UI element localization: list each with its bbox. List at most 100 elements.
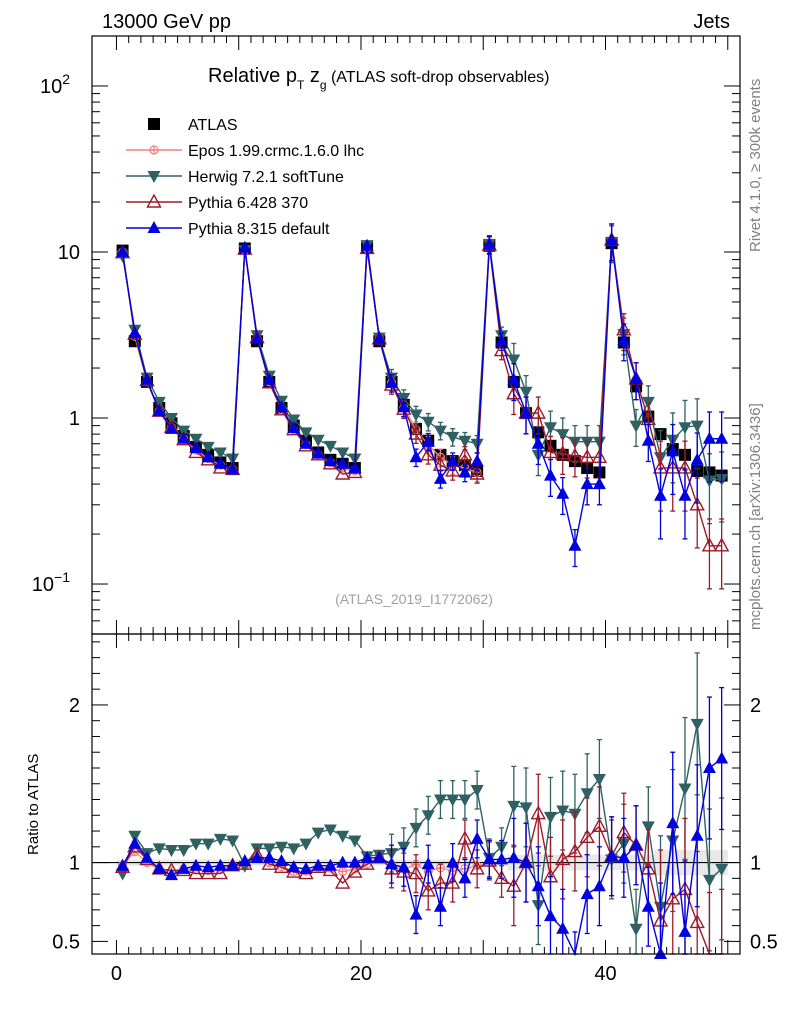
header-energy: 13000 GeV pp	[102, 11, 231, 33]
data-point	[542, 444, 559, 459]
data-point	[334, 874, 351, 889]
data-point	[338, 866, 348, 877]
data-point	[433, 794, 447, 807]
data-point	[592, 774, 606, 787]
ratio-y-tick-label-right: 2	[750, 695, 761, 717]
data-point	[275, 841, 289, 854]
data-point	[567, 843, 583, 858]
data-point	[421, 857, 435, 870]
data-point	[397, 860, 411, 873]
data-point	[261, 855, 277, 870]
x-tick-label: 40	[594, 963, 616, 985]
data-point	[188, 865, 204, 880]
data-point	[275, 853, 289, 866]
data-point	[336, 855, 350, 868]
data-point	[177, 844, 191, 857]
data-point	[715, 863, 729, 876]
data-point	[519, 802, 533, 815]
data-point	[531, 879, 545, 892]
data-point	[446, 855, 460, 868]
plot-title: Relative pT zg (ATLAS soft-drop observab…	[208, 65, 549, 92]
data-point	[409, 409, 423, 422]
data-point	[336, 456, 350, 469]
data-point	[385, 857, 399, 870]
ratio-panel-marks	[92, 652, 740, 959]
data-point	[323, 858, 337, 871]
data-point	[446, 431, 460, 444]
data-point	[287, 421, 301, 434]
legend-label: Pythia 8.315 default	[188, 221, 330, 238]
data-point	[287, 843, 301, 856]
data-point	[226, 835, 240, 848]
data-point	[177, 431, 191, 444]
data-point	[213, 833, 227, 846]
data-point	[702, 760, 716, 773]
data-point	[592, 879, 606, 892]
legend-label: Pythia 6.428 370	[188, 195, 308, 212]
data-point	[715, 431, 729, 444]
data-point	[580, 887, 594, 900]
data-point	[336, 447, 350, 460]
data-point	[445, 874, 461, 889]
data-point	[678, 422, 692, 435]
data-point	[470, 454, 484, 467]
ratio-ylabel: Ratio to ATLAS	[25, 754, 42, 855]
data-point	[543, 811, 557, 824]
data-point	[457, 830, 473, 845]
data-point	[348, 835, 362, 848]
data-point	[666, 444, 680, 457]
data-point	[556, 486, 570, 499]
data-point	[629, 420, 643, 433]
data-point	[189, 440, 203, 453]
data-point	[641, 899, 655, 912]
data-point	[445, 462, 461, 477]
data-point	[201, 450, 215, 463]
data-point	[421, 434, 435, 447]
data-point	[617, 333, 631, 346]
data-point	[591, 448, 608, 463]
series-4	[116, 223, 729, 568]
data-point	[556, 805, 570, 818]
data-point	[457, 446, 473, 461]
legend-item: Epos 1.99.crmc.1.6.0 lhc	[126, 143, 364, 160]
data-point	[116, 244, 130, 257]
title-main: Relative p	[208, 65, 297, 87]
data-point	[299, 427, 313, 440]
data-point	[311, 858, 325, 871]
data-point	[152, 843, 166, 856]
data-point	[164, 421, 178, 434]
data-point	[201, 838, 215, 851]
data-point	[226, 462, 240, 475]
data-point	[641, 433, 655, 446]
data-point	[128, 326, 142, 339]
ratio-panel-frame	[91, 633, 741, 955]
data-point	[213, 447, 227, 460]
data-point	[702, 874, 716, 887]
data-point	[446, 454, 460, 467]
data-point	[433, 425, 447, 438]
top-panel-marks	[114, 223, 730, 590]
data-point	[543, 422, 557, 435]
legend-label: Epos 1.99.crmc.1.6.0 lhc	[188, 143, 364, 160]
data-point	[421, 416, 435, 429]
data-point	[164, 868, 178, 881]
data-point	[592, 477, 606, 490]
legend-item: Pythia 8.315 default	[126, 221, 330, 238]
data-point	[311, 434, 325, 447]
legend: ATLAS Epos 1.99.crmc.1.6.0 lhc Herwig 7.2.…	[126, 117, 364, 238]
data-point	[702, 431, 716, 444]
title-rest: (ATLAS soft-drop observables)	[327, 69, 550, 86]
data-point	[715, 751, 729, 764]
data-point	[666, 816, 680, 829]
data-point	[397, 400, 411, 413]
data-point	[275, 400, 289, 413]
data-point	[605, 849, 619, 862]
x-tick-label: 0	[111, 963, 122, 985]
data-point	[238, 240, 252, 253]
data-point	[360, 850, 374, 863]
data-point	[605, 233, 619, 246]
data-point	[530, 805, 546, 820]
data-point	[262, 850, 276, 863]
data-point	[200, 865, 216, 880]
